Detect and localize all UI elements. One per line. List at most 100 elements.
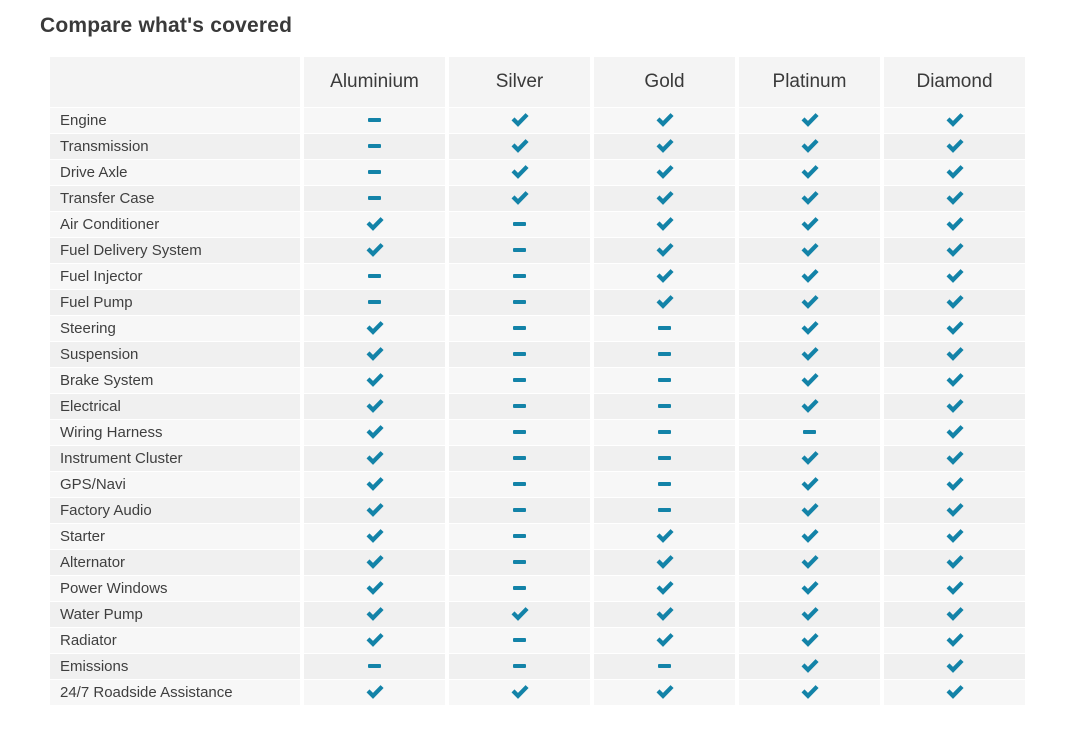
check-icon: [946, 425, 964, 440]
table-row: Transfer Case: [50, 186, 1025, 211]
covered-cell: [304, 316, 445, 341]
check-icon: [656, 269, 674, 284]
check-icon: [366, 425, 384, 440]
not-covered-cell: [594, 342, 735, 367]
covered-cell: [594, 628, 735, 653]
table-body: Engine Transmission Drive Axle Transfer Cas…: [50, 108, 1025, 705]
check-icon: [946, 503, 964, 518]
covered-cell: [594, 576, 735, 601]
covered-cell: [304, 238, 445, 263]
row-label: Instrument Cluster: [50, 446, 300, 471]
covered-cell: [449, 108, 590, 133]
plan-column-header-silver: Silver: [449, 57, 590, 107]
dash-icon: [513, 326, 526, 331]
covered-cell: [449, 186, 590, 211]
row-label: Transfer Case: [50, 186, 300, 211]
covered-cell: [884, 264, 1025, 289]
dash-icon: [368, 170, 381, 175]
table-row: Electrical: [50, 394, 1025, 419]
not-covered-cell: [739, 420, 880, 445]
check-icon: [366, 243, 384, 258]
check-icon: [656, 243, 674, 258]
check-icon: [366, 607, 384, 622]
row-label: Air Conditioner: [50, 212, 300, 237]
check-icon: [801, 165, 819, 180]
check-icon: [946, 139, 964, 154]
not-covered-cell: [304, 108, 445, 133]
row-label: Brake System: [50, 368, 300, 393]
check-icon: [366, 373, 384, 388]
check-icon: [801, 529, 819, 544]
check-icon: [946, 113, 964, 128]
check-icon: [656, 529, 674, 544]
not-covered-cell: [449, 576, 590, 601]
check-icon: [656, 217, 674, 232]
row-label: Starter: [50, 524, 300, 549]
covered-cell: [884, 238, 1025, 263]
check-icon: [946, 685, 964, 700]
not-covered-cell: [449, 316, 590, 341]
not-covered-cell: [304, 134, 445, 159]
covered-cell: [304, 576, 445, 601]
dash-icon: [513, 482, 526, 487]
covered-cell: [884, 576, 1025, 601]
dash-icon: [513, 638, 526, 643]
covered-cell: [449, 134, 590, 159]
covered-cell: [304, 498, 445, 523]
plan-column-header-aluminium: Aluminium: [304, 57, 445, 107]
covered-cell: [739, 472, 880, 497]
not-covered-cell: [304, 186, 445, 211]
not-covered-cell: [594, 446, 735, 471]
covered-cell: [739, 550, 880, 575]
row-label: Wiring Harness: [50, 420, 300, 445]
dash-icon: [368, 196, 381, 201]
not-covered-cell: [449, 628, 590, 653]
check-icon: [801, 113, 819, 128]
table-row: GPS/Navi: [50, 472, 1025, 497]
covered-cell: [594, 602, 735, 627]
covered-cell: [304, 212, 445, 237]
not-covered-cell: [449, 290, 590, 315]
covered-cell: [594, 680, 735, 705]
covered-cell: [739, 160, 880, 185]
row-label: Factory Audio: [50, 498, 300, 523]
header-row: Aluminium Silver Gold Platinum Diamond: [50, 57, 1025, 107]
not-covered-cell: [449, 264, 590, 289]
not-covered-cell: [594, 654, 735, 679]
check-icon: [656, 139, 674, 154]
dash-icon: [368, 300, 381, 305]
check-icon: [946, 477, 964, 492]
dash-icon: [513, 560, 526, 565]
not-covered-cell: [449, 446, 590, 471]
covered-cell: [304, 420, 445, 445]
check-icon: [656, 191, 674, 206]
covered-cell: [884, 316, 1025, 341]
row-label: Suspension: [50, 342, 300, 367]
dash-icon: [368, 144, 381, 149]
check-icon: [946, 399, 964, 414]
covered-cell: [449, 160, 590, 185]
table-row: Fuel Delivery System: [50, 238, 1025, 263]
check-icon: [366, 555, 384, 570]
covered-cell: [594, 550, 735, 575]
not-covered-cell: [449, 498, 590, 523]
covered-cell: [884, 212, 1025, 237]
check-icon: [801, 451, 819, 466]
not-covered-cell: [594, 316, 735, 341]
check-icon: [366, 503, 384, 518]
row-label: Alternator: [50, 550, 300, 575]
check-icon: [801, 373, 819, 388]
covered-cell: [449, 602, 590, 627]
table-row: Alternator: [50, 550, 1025, 575]
covered-cell: [739, 628, 880, 653]
check-icon: [511, 191, 529, 206]
not-covered-cell: [304, 290, 445, 315]
coverage-comparison-page: Compare what's covered Aluminium Silver Go…: [0, 14, 1080, 706]
check-icon: [801, 243, 819, 258]
row-label: Radiator: [50, 628, 300, 653]
dash-icon: [658, 508, 671, 513]
covered-cell: [739, 186, 880, 211]
covered-cell: [739, 654, 880, 679]
table-row: Emissions: [50, 654, 1025, 679]
row-label: Water Pump: [50, 602, 300, 627]
